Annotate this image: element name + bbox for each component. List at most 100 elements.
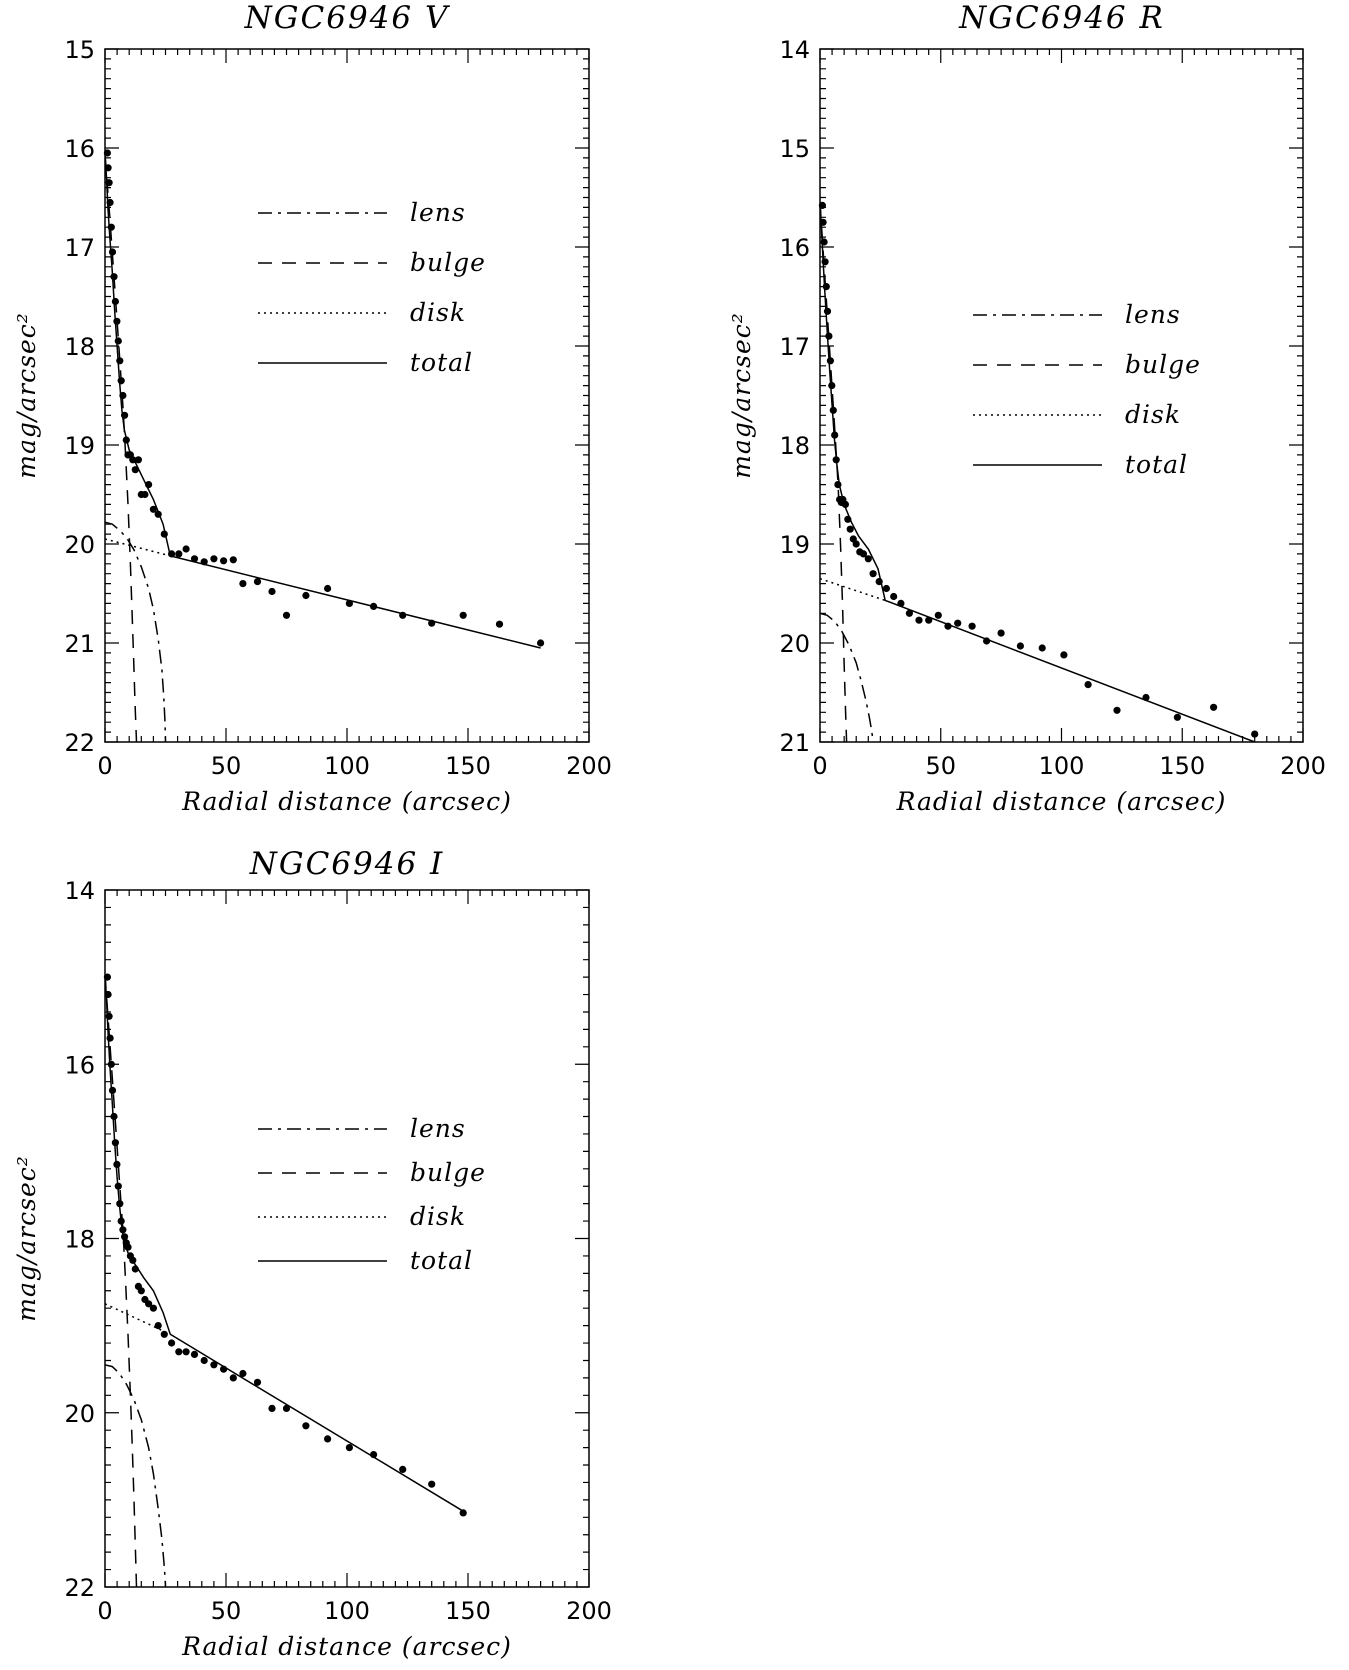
data-point — [915, 616, 923, 624]
chart-panel-3: 0 50 100 150 200 14 16 18 20 22 NGC6946 I Radial di… — [12, 846, 612, 1661]
chart-panel-1: 0 50 100 150 200 15 16 17 18 19 20 21 22 NGC6946 V Rad… — [12, 0, 612, 816]
data-point — [220, 1365, 228, 1373]
data-point — [818, 201, 827, 209]
data-point — [537, 639, 545, 647]
data-point — [200, 558, 208, 566]
data-point — [826, 357, 835, 365]
y-tick-label: 18 — [779, 432, 810, 460]
data-point — [282, 1404, 291, 1412]
data-point — [859, 550, 868, 558]
data-point — [103, 973, 111, 981]
legend-label-lens: lens — [410, 1114, 466, 1143]
data-point — [210, 555, 218, 563]
data-points — [103, 149, 545, 647]
x-tick-label: 50 — [211, 752, 242, 780]
plot-frame — [819, 48, 1304, 743]
data-point — [954, 619, 962, 627]
data-point — [869, 570, 877, 578]
legend-label-lens: lens — [1125, 300, 1181, 329]
y-axis-label: mag/arcsec² — [12, 1155, 41, 1322]
data-point — [149, 505, 157, 513]
data-point — [119, 1226, 127, 1234]
data-point — [121, 1233, 129, 1241]
data-point — [124, 1243, 132, 1251]
x-tick-label: 150 — [445, 1597, 491, 1625]
y-tick-label: 14 — [64, 877, 95, 905]
data-point — [968, 622, 976, 630]
data-point — [844, 515, 852, 523]
data-point — [210, 1361, 218, 1369]
data-point — [154, 1322, 162, 1330]
data-point — [175, 1348, 183, 1356]
data-point — [111, 297, 119, 306]
data-point — [370, 602, 378, 611]
data-point — [1084, 681, 1092, 689]
data-point — [890, 592, 898, 601]
x-tick-label: 200 — [566, 752, 612, 780]
data-point — [399, 1465, 407, 1473]
x-tick-label: 50 — [211, 1597, 242, 1625]
y-tick-label: 16 — [64, 135, 95, 163]
data-point — [149, 1304, 157, 1312]
data-point — [108, 248, 117, 256]
data-point — [841, 500, 850, 508]
y-tick-label: 21 — [64, 630, 95, 658]
data-point — [106, 198, 114, 207]
data-point — [106, 1034, 114, 1042]
data-point — [345, 599, 353, 608]
y-axis-label: mag/arcsec² — [12, 312, 41, 479]
chart-title: NGC6946 I — [249, 846, 445, 882]
x-tick-label: 200 — [566, 1597, 612, 1625]
data-point — [239, 580, 247, 588]
data-point — [160, 1330, 168, 1338]
data-point — [825, 332, 833, 340]
legend-label-disk: disk — [410, 1202, 466, 1231]
series-disk-line — [820, 577, 886, 602]
y-tick-label: 18 — [64, 1226, 95, 1254]
legend-label-bulge: bulge — [410, 1158, 486, 1187]
data-point — [160, 530, 168, 538]
data-point — [925, 616, 933, 624]
data-point — [1038, 644, 1046, 652]
data-point — [897, 599, 905, 608]
data-point — [324, 1435, 332, 1443]
data-point — [104, 990, 112, 999]
series-total-line — [105, 974, 464, 1512]
data-point — [116, 357, 124, 365]
x-tick-label: 50 — [925, 752, 956, 780]
data-point — [182, 1348, 190, 1356]
data-point — [832, 456, 840, 464]
data-point — [820, 238, 828, 246]
legend-label-disk: disk — [1125, 400, 1181, 429]
y-tick-label: 15 — [64, 36, 95, 64]
series-disk-line — [105, 1303, 171, 1335]
data-point — [829, 406, 837, 414]
data-point — [428, 1480, 436, 1488]
data-point — [282, 611, 291, 619]
data-point — [117, 377, 125, 385]
data-point — [459, 611, 467, 619]
data-point — [983, 637, 991, 645]
y-tick-label: 17 — [779, 333, 810, 361]
data-point — [370, 1451, 378, 1459]
legend-label-lens: lens — [410, 198, 466, 227]
data-point — [154, 510, 162, 518]
axis-ticks — [819, 48, 1304, 743]
data-point — [220, 557, 228, 565]
data-point — [828, 382, 836, 390]
data-point — [831, 431, 839, 439]
data-point — [116, 1200, 124, 1208]
y-tick-label: 18 — [64, 333, 95, 361]
y-axis-label: mag/arcsec² — [727, 312, 756, 479]
y-tick-label: 14 — [779, 36, 810, 64]
y-tick-label: 16 — [64, 1051, 95, 1079]
x-axis-label: Radial distance (arcsec) — [181, 1632, 512, 1661]
data-point — [268, 1404, 276, 1412]
data-point — [253, 578, 262, 586]
data-point — [324, 584, 332, 593]
data-point — [822, 283, 830, 291]
x-tick-label: 0 — [812, 752, 827, 780]
data-point — [122, 436, 130, 444]
data-point — [107, 1060, 115, 1068]
data-point — [302, 1422, 310, 1430]
